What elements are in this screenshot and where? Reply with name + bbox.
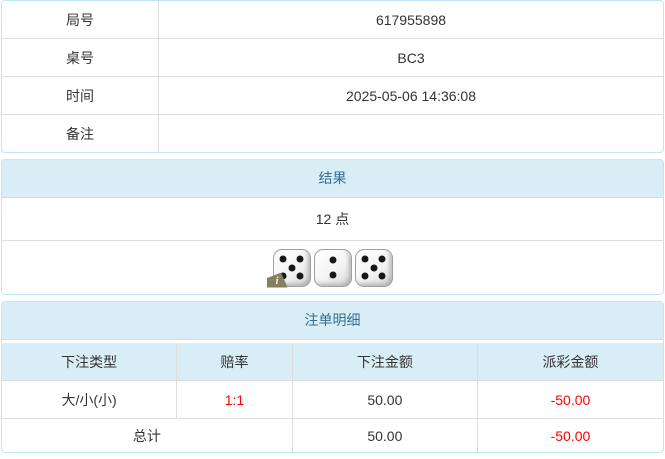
result-panel: 结果 12 点 i: [1, 159, 664, 295]
die-pip: [296, 255, 304, 263]
die-pip: [361, 272, 369, 280]
bets-table: 下注类型 赔率 下注金额 派彩金额 大/小(小) 1:1 50.00 -50.00 总计 50.0…: [2, 340, 663, 452]
bets-panel-title: 注单明细: [2, 302, 663, 340]
bet-type-cell: 大/小(小): [2, 381, 178, 418]
bet-row: 大/小(小) 1:1 50.00 -50.00: [2, 380, 663, 418]
bets-column-header: 下注金额: [293, 343, 478, 380]
info-badge-icon[interactable]: i: [266, 272, 288, 288]
info-value: BC3: [397, 49, 425, 66]
info-row: 桌号 BC3: [2, 39, 663, 77]
result-points: 12 点: [2, 198, 663, 241]
total-row: 总计 50.00 -50.00: [2, 418, 663, 452]
die-2: [313, 248, 352, 287]
die-pip: [370, 264, 377, 271]
die-pip: [378, 255, 386, 263]
info-value: 2025-05-06 14:36:08: [346, 87, 476, 104]
bets-column-header: 下注类型: [2, 343, 178, 380]
info-label: 局号: [2, 1, 159, 38]
bets-column-header: 赔率: [177, 343, 293, 380]
die-1: i: [266, 248, 311, 288]
die-pip: [329, 256, 336, 264]
total-label-cell: 总计: [2, 419, 293, 452]
bet-amount-cell: 50.00: [293, 381, 478, 418]
die-pip: [329, 271, 336, 279]
die-3: [354, 248, 393, 287]
die-pip: [288, 264, 295, 271]
info-value: [159, 115, 663, 152]
info-label: 时间: [2, 77, 159, 114]
info-value: 617955898: [375, 11, 447, 28]
bets-column-header: 派彩金额: [542, 353, 599, 370]
dice-row: i: [2, 241, 663, 294]
info-row: 时间 2025-05-06 14:36:08: [2, 77, 663, 115]
die-pip: [296, 272, 304, 280]
die-pip: [279, 272, 287, 280]
total-bet-cell: 50.00: [293, 419, 478, 452]
die-pip: [378, 272, 386, 280]
die-pip: [279, 255, 287, 263]
total-payout-cell: -50.00: [550, 427, 591, 444]
info-label: 桌号: [2, 39, 159, 76]
bets-panel: 注单明细 下注类型 赔率 下注金额 派彩金额 大/小(小) 1:1 50.00 -50.00 总…: [1, 301, 664, 453]
die-pip: [361, 255, 369, 263]
bet-odds-cell: 1:1: [177, 381, 293, 418]
game-info-panel: 局号 617955898 桌号 BC3 时间 2025-05-06 14:36:08 备注: [1, 0, 664, 153]
bet-payout-cell: -50.00: [550, 391, 591, 408]
bets-header-row: 下注类型 赔率 下注金额 派彩金额: [2, 340, 663, 380]
info-label: 备注: [2, 115, 159, 152]
info-row: 备注: [2, 115, 663, 152]
result-panel-title: 结果: [2, 160, 663, 198]
info-row: 局号 617955898: [2, 1, 663, 39]
game-info-table: 局号 617955898 桌号 BC3 时间 2025-05-06 14:36:08 备注: [2, 1, 663, 152]
